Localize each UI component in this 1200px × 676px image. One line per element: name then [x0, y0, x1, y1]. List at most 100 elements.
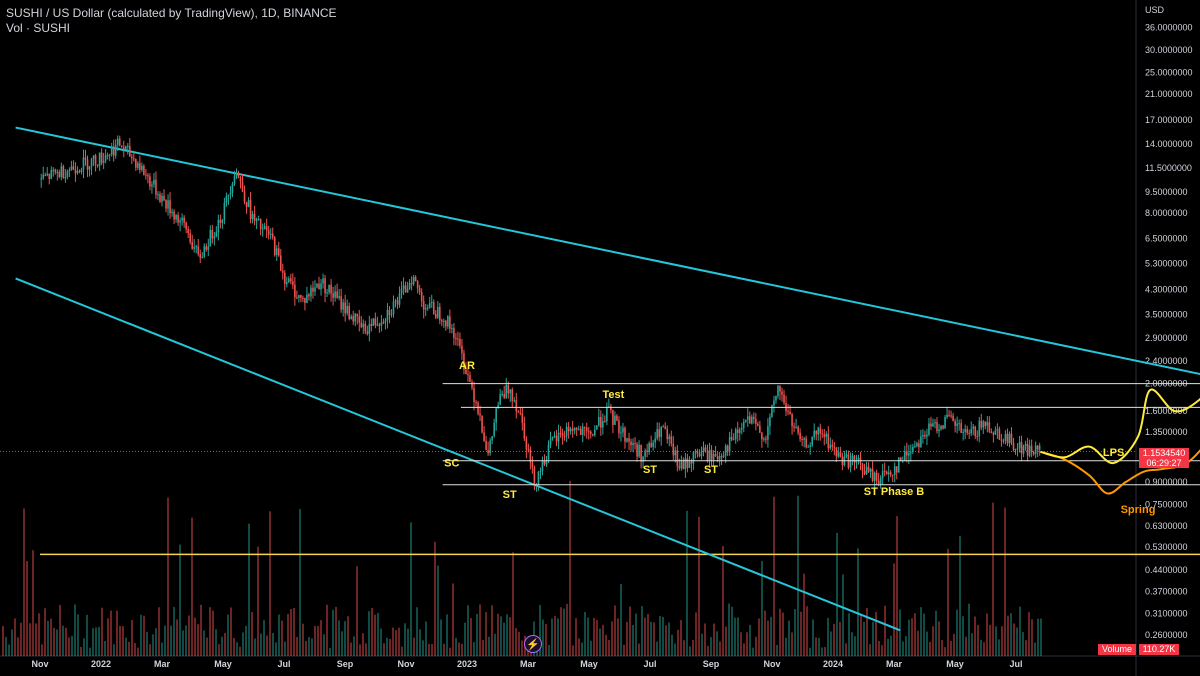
candle-body — [265, 226, 268, 231]
candle-body — [410, 283, 413, 285]
volume-bar — [302, 623, 304, 656]
candle-body — [44, 174, 47, 176]
volume-bar — [668, 622, 670, 656]
candle-body — [869, 468, 872, 472]
lightning-bolt-icon[interactable]: ⚡ — [524, 635, 542, 653]
volume-label-tag: Volume — [1098, 644, 1136, 655]
candle-body — [354, 313, 357, 322]
candle-body — [624, 427, 626, 442]
candle-body — [257, 219, 260, 221]
candle-body — [821, 433, 824, 435]
candle-body — [364, 323, 367, 332]
candle-body — [956, 423, 958, 426]
candle-body — [757, 423, 759, 426]
volume-bar — [116, 610, 118, 656]
candle-body — [151, 184, 153, 187]
volume-bar — [572, 645, 574, 656]
candle-body — [131, 156, 133, 159]
volume-bar — [746, 632, 748, 656]
volume-bar — [977, 624, 979, 656]
candle-body — [191, 242, 193, 249]
volume-bar — [773, 496, 775, 656]
volume-bar — [41, 644, 43, 656]
candle-body — [980, 420, 983, 428]
candle-body — [718, 456, 721, 460]
volume-bar — [374, 614, 376, 656]
volume-bar — [749, 624, 751, 656]
volume-bar — [383, 643, 385, 656]
candle-body — [714, 454, 717, 457]
trendline[interactable] — [15, 126, 1200, 472]
volume-bar — [413, 637, 415, 656]
volume-bar — [842, 574, 844, 656]
candle-body — [286, 282, 288, 284]
wyckoff-annotation: ST — [503, 489, 517, 501]
trendline[interactable] — [15, 277, 901, 632]
volume-bar — [554, 615, 556, 656]
time-tick-label: Jul — [277, 659, 290, 669]
volume-bar — [737, 617, 739, 656]
volume-bar — [512, 552, 514, 656]
volume-bar — [707, 645, 709, 656]
volume-bar — [485, 612, 487, 656]
candle-body — [545, 461, 548, 465]
candle-body — [434, 313, 437, 318]
candle-body — [141, 165, 143, 170]
candle-body — [326, 292, 328, 294]
candle-body — [730, 436, 733, 440]
projection-path-orange[interactable] — [1040, 347, 1200, 495]
candle-body — [942, 425, 944, 429]
candle-body — [839, 452, 842, 457]
volume-bar — [89, 647, 91, 656]
candle-body — [960, 423, 962, 433]
candle-body — [473, 387, 475, 402]
candle-body — [543, 460, 546, 465]
candle-body — [420, 291, 423, 302]
volume-bar — [398, 627, 400, 656]
candle-body — [964, 429, 966, 432]
candle-body — [990, 431, 993, 433]
candle-body — [867, 466, 870, 472]
candle-body — [426, 307, 429, 309]
candle-body — [577, 428, 580, 430]
candle-body — [658, 429, 661, 438]
volume-bar — [686, 510, 688, 656]
volume-bar — [197, 624, 199, 656]
candle-body — [541, 460, 544, 471]
candle-body — [958, 423, 960, 425]
volume-bar — [365, 643, 367, 656]
volume-bar — [695, 612, 697, 656]
volume-bar — [467, 605, 469, 656]
candle-body — [157, 194, 159, 196]
candle-body — [632, 443, 634, 446]
volume-bar — [743, 643, 745, 656]
candle-body — [424, 308, 427, 310]
price-tick-label: 2.4000000 — [1145, 356, 1188, 366]
candle-body — [579, 428, 582, 435]
volume-bar — [299, 509, 301, 656]
candle-body — [302, 297, 304, 299]
projection-path-yellow[interactable] — [1040, 338, 1200, 465]
candle-body — [700, 451, 703, 457]
candle-body — [940, 425, 942, 430]
candle-body — [340, 296, 342, 310]
volume-bar — [1025, 640, 1027, 656]
candle-body — [78, 171, 81, 173]
candle-body — [853, 455, 856, 463]
candle-body — [539, 470, 542, 472]
candle-body — [314, 287, 316, 292]
candle-body — [738, 429, 741, 433]
time-tick-label: Mar — [520, 659, 537, 669]
candle-body — [356, 313, 359, 317]
candle-body — [56, 171, 59, 173]
candle-body — [352, 316, 355, 322]
candle-body — [668, 436, 671, 440]
candle-body — [259, 219, 262, 230]
volume-bar — [758, 618, 760, 656]
volume-bar — [959, 535, 961, 656]
candle-body — [642, 456, 644, 462]
volume-bar — [899, 609, 901, 656]
volume-bar — [443, 643, 445, 656]
candle-body — [432, 302, 435, 314]
